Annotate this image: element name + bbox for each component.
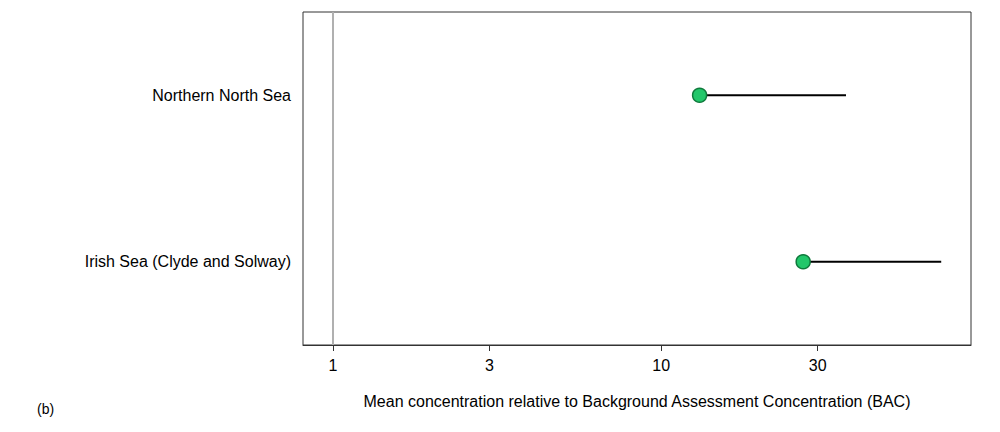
svg-text:Irish Sea (Clyde and Solway): Irish Sea (Clyde and Solway) xyxy=(85,253,291,270)
svg-text:Northern North Sea: Northern North Sea xyxy=(152,87,291,104)
svg-text:1: 1 xyxy=(329,357,338,374)
svg-text:3: 3 xyxy=(485,357,494,374)
svg-text:(b): (b) xyxy=(37,401,54,417)
svg-text:Mean concentration relative to: Mean concentration relative to Backgroun… xyxy=(364,393,911,410)
svg-text:10: 10 xyxy=(652,357,670,374)
svg-text:30: 30 xyxy=(809,357,827,374)
